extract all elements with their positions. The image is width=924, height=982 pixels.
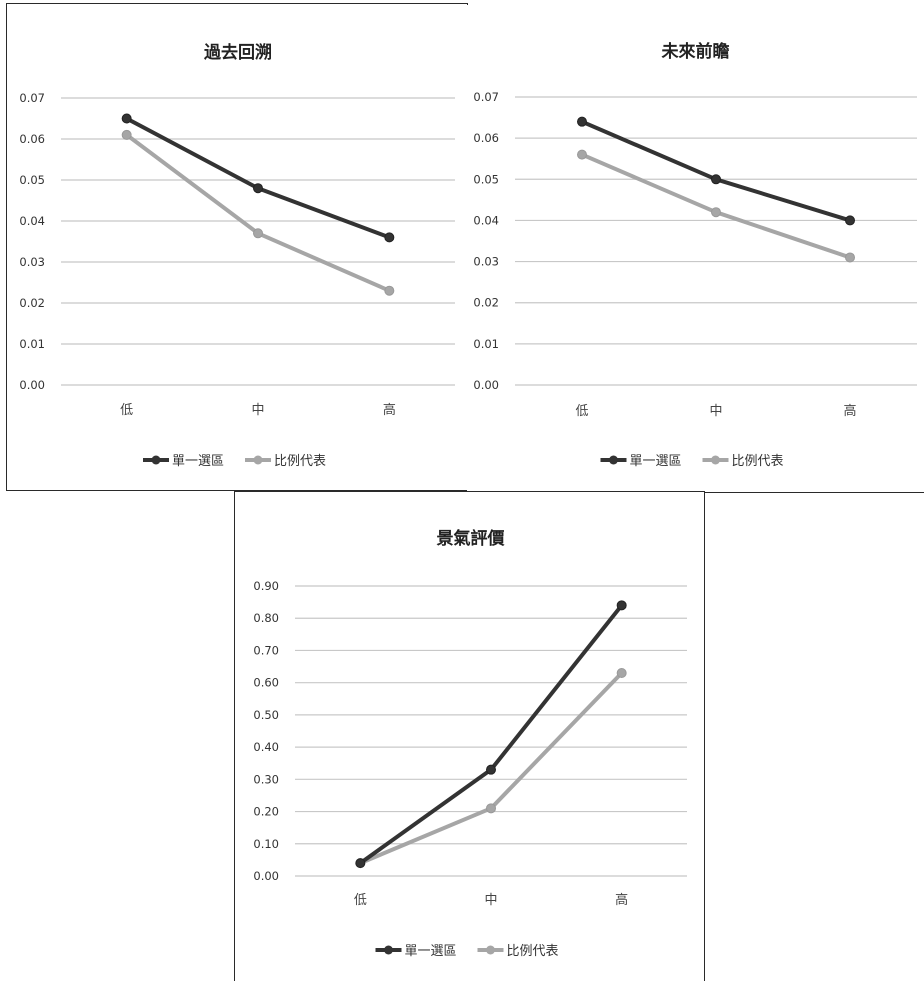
y-tick-label: 0.80 (253, 611, 279, 625)
y-tick-label: 0.02 (19, 296, 45, 310)
chart-title: 景氣評價 (437, 528, 506, 549)
data-point (577, 149, 587, 160)
legend-swatch-marker (486, 945, 495, 955)
series-line (124, 116, 392, 240)
y-tick-label: 0.06 (19, 132, 45, 146)
legend-item: 單一選區 (600, 454, 682, 469)
legend-item: 單一選區 (375, 944, 457, 959)
chart-svg: 景氣評價 0.00 0.10 0.20 0.30 0.40 0.50 0.60 0.70 0.80… (253, 528, 687, 959)
series-line (124, 132, 392, 293)
x-tick-label: 高 (615, 892, 628, 908)
chart-svg: 未來前瞻 0.00 0.01 0.02 0.03 0.04 0.05 0.06 0.07 低 中 高單… (473, 41, 917, 469)
x-tick-label: 低 (120, 403, 133, 418)
chart-panel-past: 過去回溯 0.00 0.01 0.02 0.03 0.04 0.05 0.06 0.07 低 中 高單… (6, 3, 468, 491)
y-tick-label: 0.00 (473, 378, 499, 392)
y-tick-label: 0.03 (19, 255, 45, 269)
chart-panel-future: 未來前瞻 0.00 0.01 0.02 0.03 0.04 0.05 0.06 0.07 低 中 高單… (467, 5, 924, 493)
y-tick-label: 0.03 (473, 255, 499, 269)
legend-item: 比例代表 (477, 944, 559, 959)
y-tick-label: 0.30 (253, 772, 279, 786)
y-tick-label: 0.01 (19, 337, 45, 351)
chart-title: 過去回溯 (204, 42, 272, 63)
legend-label: 比例代表 (507, 944, 559, 959)
y-tick-label: 0.04 (473, 213, 499, 227)
legend-swatch-marker (151, 455, 161, 465)
y-tick-label: 0.05 (473, 172, 499, 186)
y-tick-label: 0.50 (253, 708, 279, 722)
y-tick-label: 0.07 (473, 90, 499, 104)
legend-label: 單一選區 (172, 454, 224, 469)
data-point (711, 207, 721, 218)
y-tick-label: 0.00 (19, 378, 45, 392)
legend-item: 單一選區 (143, 454, 224, 469)
y-tick-label: 0.10 (253, 837, 279, 851)
x-tick-label: 高 (383, 402, 396, 418)
data-point (121, 129, 132, 140)
data-point (486, 803, 496, 814)
chart-panel-economy: 景氣評價 0.00 0.10 0.20 0.30 0.40 0.50 0.60 0.70 0.80… (234, 491, 705, 981)
chart-svg: 過去回溯 0.00 0.01 0.02 0.03 0.04 0.05 0.06 0.07 低 中 高單… (19, 42, 455, 469)
data-point (577, 116, 587, 127)
y-tick-label: 0.40 (253, 740, 279, 754)
x-tick-label: 高 (843, 403, 856, 419)
y-tick-label: 0.00 (253, 869, 279, 883)
legend-swatch-marker (253, 455, 263, 465)
series-line (358, 603, 624, 866)
x-tick-label: 低 (575, 404, 588, 419)
y-tick-label: 0.02 (473, 296, 499, 310)
legend-item: 比例代表 (245, 454, 326, 469)
y-tick-label: 0.06 (473, 131, 499, 145)
data-point (253, 228, 263, 239)
legend-swatch-marker (609, 455, 618, 465)
y-tick-label: 0.20 (253, 805, 279, 819)
y-tick-label: 0.05 (19, 173, 45, 187)
data-point (486, 764, 496, 775)
data-point (711, 174, 721, 185)
data-point (121, 113, 132, 124)
y-tick-label: 0.04 (19, 214, 45, 228)
y-tick-label: 0.01 (473, 337, 499, 351)
data-point (384, 285, 395, 296)
chart-title: 未來前瞻 (661, 41, 730, 62)
legend-label: 單一選區 (405, 944, 457, 959)
data-point (616, 600, 627, 611)
data-point (845, 252, 855, 263)
legend-swatch-marker (384, 945, 393, 955)
data-point (355, 858, 366, 869)
y-tick-label: 0.70 (253, 643, 279, 657)
y-tick-label: 0.07 (19, 91, 45, 105)
data-point (384, 232, 395, 243)
x-tick-label: 中 (709, 404, 722, 419)
legend-label: 單一選區 (630, 454, 682, 469)
data-point (616, 668, 627, 678)
y-tick-label: 0.60 (253, 676, 279, 690)
legend-label: 比例代表 (274, 454, 326, 469)
legend-swatch-marker (711, 455, 720, 465)
x-tick-label: 中 (251, 403, 264, 418)
data-point (253, 183, 263, 194)
data-point (845, 215, 855, 226)
y-tick-label: 0.90 (253, 579, 279, 593)
legend-label: 比例代表 (732, 454, 784, 469)
x-tick-label: 中 (484, 893, 497, 908)
legend-item: 比例代表 (702, 454, 784, 469)
x-tick-label: 低 (354, 893, 367, 908)
